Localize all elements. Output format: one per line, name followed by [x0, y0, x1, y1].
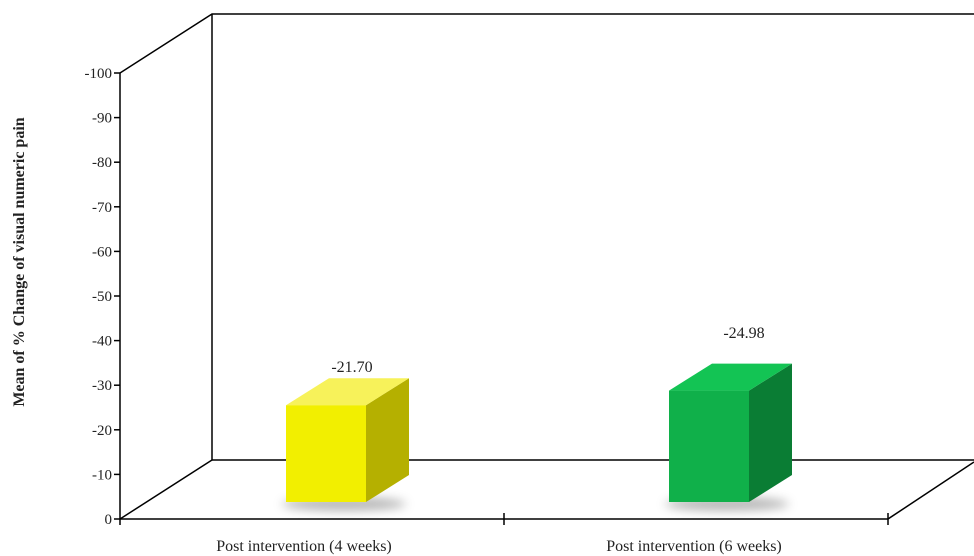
y-tick-label: -60 [92, 244, 112, 260]
y-tick-label: -40 [92, 334, 112, 350]
y-tick-label: -20 [92, 423, 112, 439]
y-tick-label: -80 [92, 155, 112, 171]
category-label-1: Post intervention (4 weeks) [216, 538, 392, 555]
y-tick-label: -10 [92, 467, 112, 483]
value-label-2: -24.98 [723, 325, 764, 342]
y-tick-label: -90 [92, 111, 112, 127]
floor-right-edge [887, 461, 974, 520]
floor-left-edge [119, 459, 213, 520]
x-axis-ticks [119, 513, 889, 525]
back-wall-outline [119, 13, 974, 74]
y-tick-label: -100 [85, 66, 113, 82]
bar-top-face [286, 378, 409, 406]
y-axis-title: Mean of % Change of visual numeric pain [11, 117, 28, 406]
value-label-1: -21.70 [331, 359, 372, 376]
y-tick-label: -50 [92, 289, 112, 305]
bar-top-face [669, 363, 792, 391]
y-tick-label: -30 [92, 378, 112, 394]
bar-side-face [366, 378, 409, 502]
y-tick-label: -70 [92, 200, 112, 216]
bar-front-face [286, 405, 366, 502]
chart-walls [119, 13, 974, 520]
bar-side-face [749, 363, 792, 502]
category-label-2: Post intervention (6 weeks) [606, 538, 782, 555]
bar-front-face [669, 390, 749, 502]
bars [282, 363, 792, 511]
y-tick-label: 0 [105, 512, 113, 528]
y-axis-ticks: 0 -10 -20 -30 -40 -50 -60 -70 -80 -90 -100 [85, 66, 120, 528]
